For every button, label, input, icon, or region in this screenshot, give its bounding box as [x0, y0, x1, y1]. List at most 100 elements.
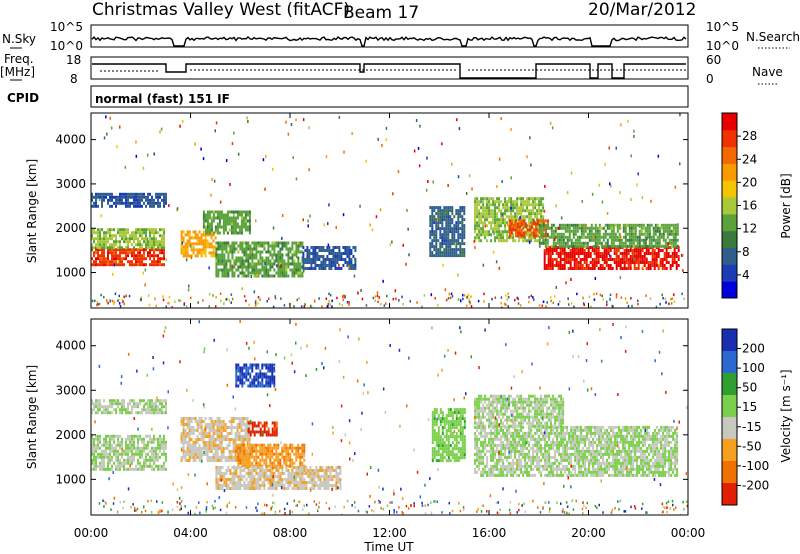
heatmap-cell [112, 272, 114, 276]
heatmap-cell [455, 227, 458, 231]
heatmap-cell [277, 458, 280, 462]
heatmap-cell [133, 440, 135, 444]
heatmap-cell [285, 274, 288, 278]
heatmap-cell [675, 264, 678, 267]
heatmap-cell [287, 487, 290, 490]
heatmap-cell [498, 233, 501, 237]
heatmap-cell [243, 250, 246, 254]
heatmap-cell [649, 264, 652, 267]
heatmap-cell [105, 455, 107, 459]
heatmap-cell [500, 233, 503, 237]
heatmap-cell [588, 295, 591, 299]
heatmap-cell [198, 432, 201, 435]
heatmap-cell [303, 452, 306, 456]
heatmap-cell [222, 453, 225, 456]
heatmap-cell [117, 464, 119, 468]
heatmap-cell [336, 255, 339, 258]
heatmap-cell [468, 300, 471, 303]
heatmap-cell [115, 260, 117, 264]
heatmap-cell [253, 244, 256, 248]
heatmap-cell [241, 241, 244, 245]
heatmap-cell [668, 241, 671, 245]
heatmap-cell [594, 241, 597, 245]
heatmap-cell [244, 438, 247, 441]
heatmap-cell [269, 443, 272, 447]
heatmap-cell [658, 229, 661, 233]
heatmap-cell [212, 426, 215, 429]
heatmap-cell [634, 232, 637, 236]
heatmap-cell [314, 299, 316, 303]
heatmap-cell [155, 201, 157, 205]
heatmap-cell [153, 452, 155, 456]
heatmap-cell [233, 472, 236, 475]
heatmap-cell [135, 405, 137, 409]
heatmap-cell [165, 201, 167, 205]
heatmap-cell [435, 206, 438, 210]
heatmap-cell [516, 222, 519, 226]
heatmap-cell [253, 449, 256, 453]
heatmap-cell [371, 228, 374, 232]
heatmap-cell [259, 469, 262, 472]
heatmap-cell [160, 127, 163, 131]
heatmap-cell [480, 227, 483, 231]
heatmap-cell [232, 219, 235, 223]
heatmap-cell [648, 226, 651, 230]
heatmap-cell [671, 264, 674, 267]
heatmap-cell [506, 209, 509, 213]
heatmap-cell [135, 231, 137, 235]
heatmap-cell [145, 243, 147, 247]
heatmap-cell [113, 257, 115, 261]
heatmap-cell [449, 206, 452, 210]
heatmap-cell [619, 191, 621, 195]
heatmap-cell [590, 235, 593, 239]
heatmap-cell [540, 203, 543, 207]
heatmap-cell [147, 201, 149, 205]
heatmap-cell [115, 399, 117, 403]
heatmap-cell [510, 206, 512, 210]
heatmap-cell [474, 221, 477, 225]
heatmap-cell [216, 423, 219, 426]
heatmap-cell [269, 381, 272, 385]
heatmap-cell [101, 467, 103, 471]
heatmap-cell [457, 215, 460, 219]
heatmap-cell [508, 222, 511, 226]
heatmap-cell [129, 461, 131, 465]
heatmap-cell [161, 452, 163, 456]
heatmap-cell [608, 223, 611, 227]
heatmap-cell [261, 469, 264, 472]
heatmap-cell [151, 399, 153, 403]
heatmap-cell [302, 118, 305, 122]
heatmap-cell [161, 405, 163, 409]
heatmap-cell [237, 481, 240, 484]
heatmap-cell [293, 446, 296, 450]
heatmap-cell [125, 257, 127, 261]
heatmap-cell [594, 277, 597, 280]
heatmap-cell [567, 258, 570, 261]
heatmap-cell [283, 458, 286, 462]
heatmap-cell [186, 444, 189, 447]
heatmap-cell [123, 467, 125, 471]
heatmap-cell [188, 254, 191, 258]
heatmap-cell [131, 251, 133, 255]
heatmap-cell [233, 265, 236, 269]
heatmap-cell [455, 212, 458, 216]
heatmap-cell [97, 303, 99, 306]
heatmap-cell [121, 246, 123, 250]
heatmap-cell [543, 261, 546, 264]
heatmap-cell [115, 411, 117, 415]
heatmap-cell [218, 429, 221, 432]
heatmap-cell [233, 484, 236, 487]
heatmap-cell [202, 245, 205, 249]
heatmap-cell [630, 232, 633, 236]
heatmap-cell [137, 402, 139, 406]
heatmap-cell [610, 223, 613, 227]
heatmap-cell [103, 198, 105, 202]
heatmap-cell [265, 461, 268, 465]
heatmap-cell [93, 464, 95, 468]
heatmap-cell [518, 212, 521, 216]
heatmap-cell [257, 250, 260, 254]
heatmap-cell [560, 241, 563, 245]
heatmap-cell [222, 213, 225, 217]
heatmap-cell [528, 215, 531, 219]
